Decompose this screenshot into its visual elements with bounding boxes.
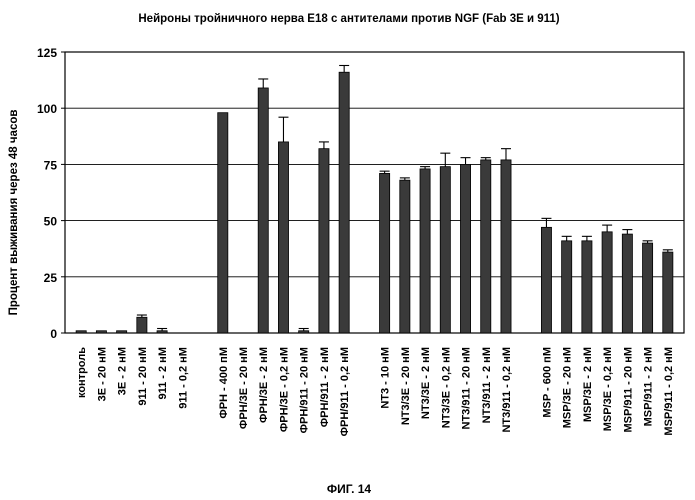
bar: [278, 142, 288, 333]
bar: [299, 331, 309, 333]
x-tick-label: NT3/3E - 0,2 нМ: [440, 347, 452, 428]
y-tick-labels: 0 25 50 75 100 125: [37, 46, 57, 341]
chart-title: Нейроны тройничного нерва E18 с антитела…: [138, 13, 559, 25]
x-tick-label: ФРН/3E - 20 нМ: [238, 347, 250, 429]
x-tick-label: ФРН/911 - 2 нМ: [319, 347, 331, 427]
x-tick-label: MSP/911 - 20 нМ: [622, 347, 634, 433]
bar: [157, 331, 167, 333]
x-tick-label: ФРН/911 - 0,2 нМ: [339, 347, 351, 436]
bar: [137, 317, 147, 333]
y-tick-label: 25: [44, 271, 58, 285]
x-tick-label: MSP/911 - 2 нМ: [643, 347, 655, 426]
y-tick-label: 0: [50, 327, 57, 341]
x-tick-label: NT3/911 - 20 нМ: [461, 347, 473, 429]
y-axis-label: Процент выживания через 48 часов: [8, 110, 20, 316]
bar: [76, 331, 86, 333]
x-tick-label: NT3/911 - 0,2 нМ: [501, 347, 513, 433]
bar: [440, 167, 450, 333]
x-tick-label: ФРН/911 - 20 нМ: [299, 347, 311, 433]
bar: [319, 149, 329, 333]
y-tick-label: 100: [37, 102, 57, 116]
x-tick-label: 3E - 20 нМ: [96, 347, 108, 401]
bar: [258, 88, 268, 333]
x-tick-label: ФРН/3E - 2 нМ: [258, 347, 270, 423]
bar: [380, 173, 390, 333]
bar: [501, 160, 511, 333]
bar: [481, 160, 491, 333]
x-tick-labels: контроль 3E - 20 нМ 3E - 2 нМ 911 - 20 нМ 91…: [76, 347, 675, 437]
x-tick-label: NT3/3E - 20 нМ: [400, 347, 412, 425]
x-tick-label: MSP/3E - 2 нМ: [582, 347, 594, 422]
bar: [420, 169, 430, 333]
bar: [602, 232, 612, 333]
bar: [562, 241, 572, 333]
bar: [117, 331, 127, 333]
bar: [400, 180, 410, 333]
x-tick-label: NT3 - 10 нМ: [380, 347, 392, 409]
bar: [96, 331, 106, 333]
x-tick-label: MSP - 600 пМ: [541, 347, 553, 418]
x-tick-label: MSP/911 - 0,2 нМ: [663, 347, 675, 436]
bars: [76, 72, 673, 333]
bar: [582, 241, 592, 333]
y-tick-label: 50: [44, 215, 58, 229]
bar: [460, 164, 470, 333]
x-tick-label: MSP/3E - 0,2 нМ: [602, 347, 614, 431]
bar: [663, 252, 673, 333]
x-tick-label: 911 - 2 нМ: [157, 347, 169, 400]
bar: [339, 72, 349, 333]
x-tick-label: NT3/911 - 2 нМ: [481, 347, 493, 423]
bar: [218, 113, 228, 333]
x-tick-label: ФРН/3E - 0,2 нМ: [278, 347, 290, 432]
figure-caption: ФИГ. 14: [327, 482, 372, 496]
bar: [643, 243, 653, 333]
x-tick-label: ФРН - 400 пМ: [218, 347, 230, 419]
x-tick-label: контроль: [76, 347, 88, 398]
x-tick-label: 3E - 2 нМ: [117, 347, 129, 395]
bar: [541, 227, 551, 333]
y-tick-label: 75: [44, 158, 58, 172]
bar: [622, 234, 632, 333]
x-tick-label: NT3/3E - 2 нМ: [420, 347, 432, 419]
y-tick-label: 125: [37, 46, 57, 60]
x-tick-label: MSP/3E - 20 нМ: [562, 347, 574, 428]
x-tick-label: 911 - 0,2 нМ: [177, 347, 189, 409]
x-tick-label: 911 - 20 нМ: [137, 347, 149, 406]
